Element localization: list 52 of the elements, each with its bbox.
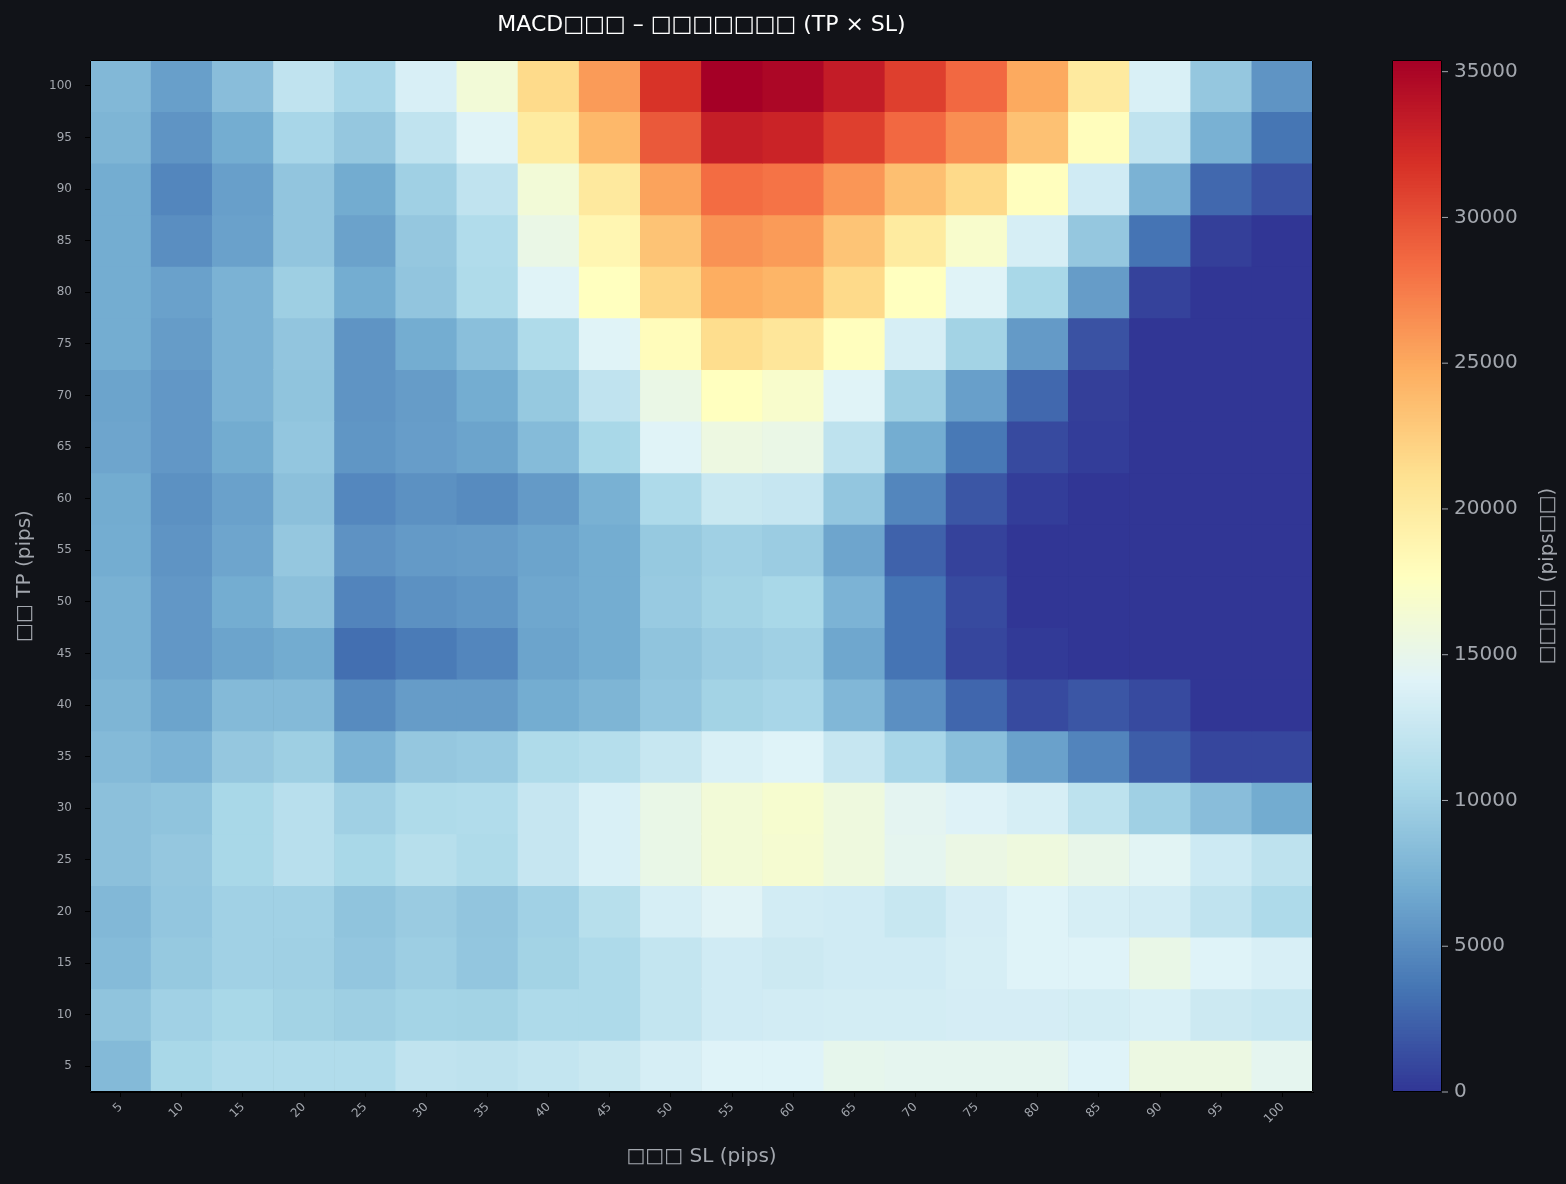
y-tick-label: 55 <box>56 542 72 557</box>
x-tick-label: 70 <box>899 1099 920 1121</box>
x-axis-title: □□□ SL (pips) <box>626 1143 777 1168</box>
color-bar-title: □□□□ (pips□□) <box>1534 487 1559 665</box>
x-tick-label: 40 <box>532 1099 553 1121</box>
color-bar-label: 30000 <box>1454 203 1518 228</box>
x-tick-label: 15 <box>226 1099 248 1121</box>
color-bar-label: 20000 <box>1454 495 1518 520</box>
y-tick-label: 100 <box>49 77 72 92</box>
x-tick-label: 10 <box>165 1099 187 1121</box>
y-tick-label: 45 <box>56 645 72 660</box>
x-tick-label: 85 <box>1082 1099 1104 1121</box>
x-tick-label: 45 <box>593 1099 615 1121</box>
y-tick-label: 10 <box>56 1006 72 1021</box>
color-bar-label: 15000 <box>1454 640 1518 665</box>
x-tick-label: 30 <box>409 1099 431 1121</box>
x-tick-label: 25 <box>348 1099 370 1121</box>
x-tick-label: 95 <box>1204 1099 1226 1121</box>
color-bar-label: 10000 <box>1454 786 1518 811</box>
y-tick-label: 30 <box>56 800 72 815</box>
x-tick-label: 100 <box>1260 1099 1287 1126</box>
y-tick-label: 75 <box>56 335 72 350</box>
y-tick-label: 85 <box>56 232 72 247</box>
color-bar-label: 0 <box>1454 1078 1467 1103</box>
y-tick-label: 70 <box>56 387 72 402</box>
x-tick-label: 60 <box>776 1099 798 1121</box>
y-tick-label: 95 <box>56 129 72 144</box>
y-tick-label: 25 <box>56 851 72 866</box>
x-tick-label: 55 <box>715 1099 737 1121</box>
color-bar-label: 25000 <box>1454 349 1518 374</box>
color-bar-label: 5000 <box>1454 932 1505 957</box>
y-tick-label: 20 <box>56 903 72 918</box>
y-tick-label: 5 <box>64 1058 72 1073</box>
x-tick-label: 20 <box>287 1099 309 1121</box>
x-tick-label: 75 <box>960 1099 982 1121</box>
y-tick-label: 65 <box>56 439 72 454</box>
x-tick-label: 90 <box>1143 1099 1165 1121</box>
color-bar-label: 35000 <box>1454 57 1518 82</box>
y-tick-label: 35 <box>56 748 72 763</box>
x-tick-label: 65 <box>838 1099 859 1121</box>
chart-title: MACD□□□ – □□□□□□□ (TP × SL) <box>497 10 906 36</box>
x-tick-label: 50 <box>654 1099 676 1121</box>
y-axis-title: □□ TP (pips) <box>11 510 36 642</box>
y-tick-label: 90 <box>56 181 72 196</box>
y-tick-label: 60 <box>56 490 72 505</box>
x-tick-label: 35 <box>471 1099 492 1121</box>
x-tick-label: 5 <box>109 1099 125 1115</box>
y-tick-label: 80 <box>56 284 72 299</box>
y-tick-label: 15 <box>56 955 72 970</box>
x-tick-label: 80 <box>1021 1099 1043 1121</box>
y-tick-label: 50 <box>56 593 72 608</box>
y-tick-label: 40 <box>56 697 72 712</box>
